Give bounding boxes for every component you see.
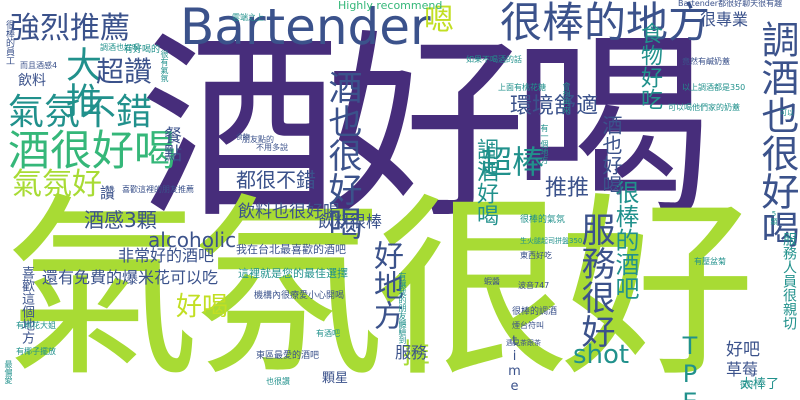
word: 餐點 — [161, 126, 182, 162]
word: 有壓盆菊 — [694, 257, 726, 266]
word: Highly recommend — [338, 0, 443, 12]
word: 可以喝他們家的奶蓋 — [668, 103, 740, 112]
word: 很棒的調酒 — [512, 307, 558, 317]
word: 喜歡這個地方 — [19, 266, 34, 344]
word: 蝦醬 — [484, 277, 500, 286]
word: 而且酒感4 — [20, 61, 58, 70]
word: 很好 — [740, 381, 754, 389]
word: 服務人員很親切 — [781, 232, 797, 330]
word: 5顆 — [770, 210, 778, 225]
word: 最偏愛 — [4, 360, 13, 384]
word: 服務 — [395, 343, 428, 362]
word: 有椰子擺放 — [16, 347, 56, 356]
word: 酒好喝 — [140, 13, 712, 246]
word: 酒感3顆 — [84, 208, 157, 232]
word: 草莓 — [726, 360, 759, 379]
word: 這裡就是您的最佳選擇 — [238, 267, 348, 280]
word: 竟然有鹹奶蓋 — [682, 57, 730, 66]
word: 還有免費的爆米花可以吃 — [42, 268, 219, 287]
word: 波音747 — [518, 281, 550, 290]
word: 不用多說 — [256, 143, 288, 152]
word: 氣氛不錯 — [8, 92, 153, 133]
word: 雲端之上 — [232, 13, 264, 22]
word: 氣氛很好 — [5, 176, 755, 400]
word: 顆星 — [322, 371, 349, 386]
word: 飲料 — [18, 73, 46, 89]
word: 飲料很棒 — [318, 212, 383, 231]
word: 如果不喝酒的話 — [466, 55, 522, 64]
word: 東西好吃 — [520, 251, 552, 260]
word: 調酒好喝 — [473, 138, 498, 226]
word: 喜歡這裡的朋友推薦 — [122, 185, 194, 194]
word: 東區最愛的酒吧 — [256, 351, 320, 361]
word: 好地方 — [368, 240, 403, 330]
word: 很棒的員工 — [4, 20, 14, 65]
word: 環境舒適 — [510, 94, 599, 119]
word: 很棒的酒吧 — [611, 180, 639, 300]
word: 酒很好喝 — [8, 126, 177, 175]
word: 強烈推薦 — [10, 11, 130, 46]
word: 會想再來 — [562, 82, 571, 114]
word: Bartender — [180, 0, 431, 56]
word: 食物好吃 — [637, 22, 662, 110]
word: 食物 — [236, 133, 250, 141]
word: 超棒 — [480, 143, 545, 181]
word: 很棒的氣氛 — [520, 215, 566, 225]
word: 有好喝的 — [124, 45, 161, 55]
word: alcoholic — [148, 228, 237, 252]
word: 朋友點的 — [242, 135, 274, 144]
word: 以上調酒都是350 — [682, 83, 746, 92]
word: 有酒吧 — [316, 329, 340, 338]
word: 好喝 — [176, 292, 229, 322]
word: 讚 — [100, 184, 116, 202]
word: 推推 — [545, 176, 590, 201]
word: 機構內很療愛小心開喝 — [254, 291, 345, 301]
word: 很專業 — [700, 10, 749, 29]
word: 上面有桃花糖 — [498, 83, 546, 92]
word: 飲料也很好喝 — [238, 202, 340, 222]
word: 好吧 — [726, 340, 760, 360]
word: shot — [573, 340, 630, 370]
word: 生火腿起司拼盤350 — [520, 237, 583, 245]
word: 調酒也好喝 — [100, 43, 140, 52]
word: 都很不錯 — [236, 168, 316, 192]
word: 嗯 — [424, 3, 454, 38]
word: 酒也很好喝 — [322, 70, 362, 240]
word: Bartender都很好聊天很有趣 — [678, 0, 783, 8]
word: 可以 — [780, 109, 794, 117]
word: 有一個地方 — [540, 124, 549, 164]
word: 酒也好喝 — [599, 115, 623, 195]
word: 我在台北最喜歡的酒吧 — [236, 243, 346, 256]
word: 太棒了 — [740, 377, 780, 392]
word: 也很讚 — [266, 377, 290, 386]
word: 推 — [402, 337, 431, 370]
word: 非常好的酒吧 — [118, 246, 215, 265]
word: 煙台符叫 — [512, 321, 544, 330]
word: 很棒的地方 — [500, 0, 711, 47]
word: 有桃花大姐 — [16, 321, 56, 330]
word: 很有氣氛 — [160, 50, 169, 82]
word: 氣氛好 — [12, 167, 102, 202]
word: 調酒也很好喝 — [755, 20, 799, 248]
word: 有讓我的朋友體驗到 — [398, 272, 407, 344]
word: 服務很好 — [575, 212, 615, 348]
word: TPE — [676, 332, 704, 400]
word: time — [507, 334, 522, 394]
word: 遇見茶跟茶 — [506, 339, 541, 347]
word: 超讚 — [96, 55, 153, 88]
word: 大推 — [60, 46, 101, 118]
